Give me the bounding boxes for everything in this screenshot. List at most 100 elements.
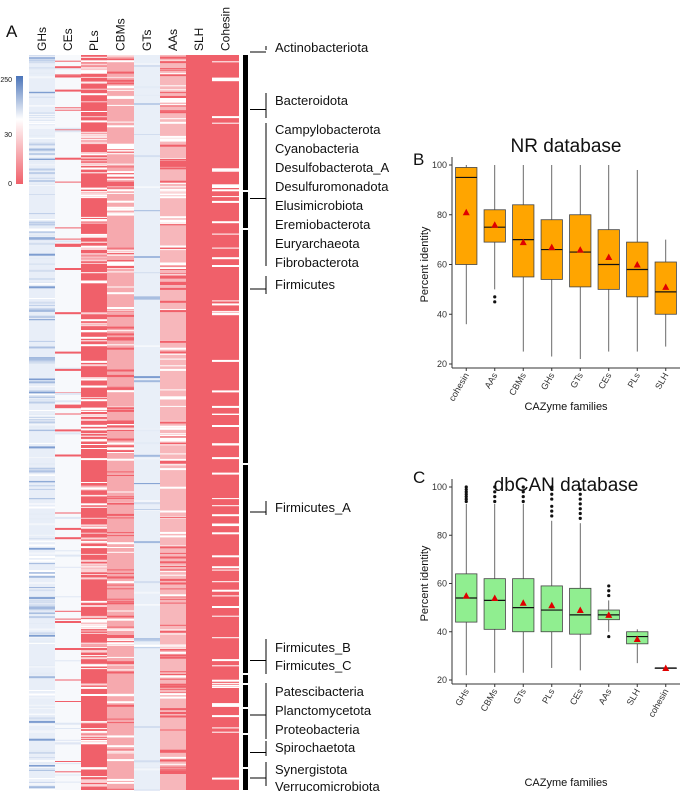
heatmap-stripe [29, 123, 55, 125]
phylum-label: Firmicutes_B [275, 640, 351, 655]
heatmap-stripe [160, 683, 186, 686]
heatmap-stripe [107, 85, 134, 88]
heatmap-stripe [81, 553, 107, 555]
heatmap-stripe [81, 216, 107, 218]
heatmap-stripe [55, 157, 81, 160]
heatmap-stripe [160, 389, 186, 391]
heatmap-stripe [29, 750, 55, 753]
heatmap-stripe [81, 540, 107, 543]
heatmap-stripe [81, 524, 107, 527]
heatmap-stripe [29, 96, 55, 98]
heatmap-stripe [107, 442, 134, 445]
heatmap-stripe [107, 292, 134, 295]
heatmap-stripe [29, 676, 55, 679]
heatmap-stripe [212, 704, 239, 707]
heatmap-stripe [29, 570, 55, 573]
heatmap-stripe [55, 527, 81, 530]
heatmap-stripe [81, 602, 107, 604]
heatmap-stripe [29, 237, 55, 239]
heatmap-stripe [107, 79, 134, 82]
heatmap-stripe [29, 282, 55, 283]
heatmap-stripe [81, 487, 107, 490]
heatmap-stripe [29, 717, 55, 720]
heatmap-stripe [29, 426, 55, 429]
heatmap-stripe [29, 704, 55, 706]
heatmap-stripe [212, 665, 239, 667]
heatmap-stripe [107, 664, 134, 666]
heatmap-stripe [81, 482, 107, 483]
heatmap-stripe [55, 68, 81, 70]
heatmap-stripe [160, 546, 186, 549]
box-CEs [597, 165, 620, 352]
heatmap-stripe [29, 518, 55, 520]
heatmap-stripe [107, 71, 134, 74]
heatmap-stripe [107, 584, 134, 586]
heatmap-stripe [107, 749, 134, 751]
heatmap-stripe [81, 241, 107, 243]
heatmap-stripe [81, 605, 107, 607]
heatmap-stripe [55, 351, 81, 354]
heatmap-stripe [107, 496, 134, 498]
heatmap-stripe [107, 330, 134, 332]
heatmap-stripe [160, 692, 186, 694]
heatmap-stripe [55, 109, 81, 111]
heatmap-stripe [29, 233, 55, 235]
heatmap-stripe [29, 697, 55, 699]
heatmap-stripe [29, 548, 55, 550]
heatmap-stripe [55, 701, 81, 702]
heatmap-stripe [55, 512, 81, 514]
heatmap-stripe [81, 272, 107, 274]
heatmap-stripe [160, 749, 186, 752]
heatmap-stripe [160, 675, 186, 678]
heatmap-stripe [29, 67, 55, 70]
heatmap-stripe [107, 663, 134, 665]
heatmap-stripe [29, 308, 55, 310]
heatmap-stripe [107, 148, 134, 150]
heatmap-stripe [134, 86, 160, 89]
legend-tick-label: 30 [4, 132, 12, 139]
heatmap-stripe [107, 750, 134, 752]
heatmap-stripe [29, 117, 55, 119]
heatmap-stripe [160, 578, 186, 581]
phylum-bar-gap [243, 190, 248, 192]
heatmap-stripe [81, 721, 107, 724]
heatmap-stripe [81, 73, 107, 74]
heatmap-stripe [107, 736, 134, 738]
heatmap-stripe [160, 708, 186, 711]
heatmap-stripe [29, 587, 55, 589]
heatmap-stripe [107, 174, 134, 177]
heatmap-stripe [107, 497, 134, 499]
heatmap-stripe [29, 172, 55, 175]
heatmap-stripe [107, 89, 134, 91]
phylum-label: Desulfuromonadota [275, 179, 389, 194]
heatmap-stripe [212, 116, 239, 119]
heatmap-stripe [160, 135, 186, 138]
heatmap-stripe [212, 390, 239, 393]
heatmap-stripe [107, 177, 134, 179]
heatmap-stripe [81, 620, 107, 623]
heatmap-stripe [29, 498, 55, 500]
heatmap-stripe [55, 107, 81, 109]
heatmap-stripe [160, 439, 186, 442]
heatmap-stripe [107, 344, 134, 346]
heatmap-column-CEs [55, 55, 81, 790]
heatmap-stripe [107, 669, 134, 671]
heatmap-stripe [212, 457, 239, 460]
heatmap-stripe [29, 420, 55, 422]
heatmap-stripe [160, 696, 186, 699]
heatmap-stripe [107, 428, 134, 430]
heatmap-stripe [55, 722, 81, 725]
phylum-label: Spirochaetota [275, 740, 356, 755]
heatmap-stripe [107, 452, 134, 453]
heatmap-stripe [212, 472, 239, 475]
heatmap-stripe [107, 153, 134, 155]
heatmap-stripe [29, 346, 55, 349]
heatmap-stripe [134, 591, 160, 594]
heatmap-column-label: GTs [140, 30, 154, 51]
phylum-bar [243, 55, 248, 790]
heatmap-stripe [81, 628, 107, 630]
heatmap-stripe [107, 389, 134, 391]
heatmap-stripe [107, 588, 134, 590]
heatmap-stripe [134, 500, 160, 502]
heatmap-stripe [160, 571, 186, 573]
